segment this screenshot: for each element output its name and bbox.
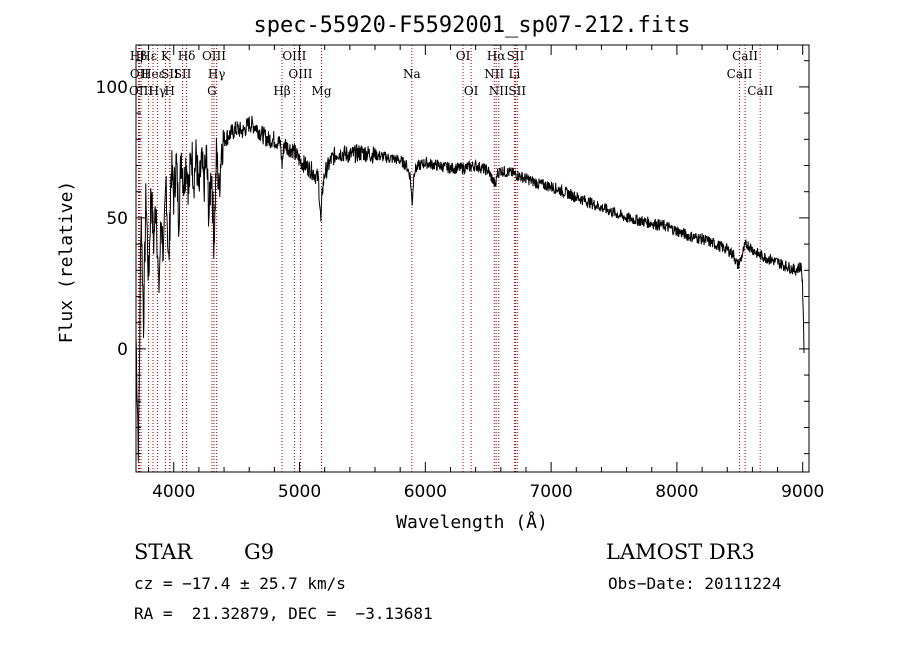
x-tick-label: 9000: [781, 482, 824, 502]
line-label: OIII: [282, 49, 306, 63]
object-class: STAR: [134, 540, 193, 564]
spectrum-line: [135, 115, 805, 462]
x-tick-label: 6000: [404, 482, 447, 502]
line-label: Hδ: [178, 49, 196, 63]
observation-date: Obs−Date: 20111224: [608, 574, 782, 593]
y-tick-label: 50: [106, 209, 128, 229]
line-label: Hγ: [208, 67, 226, 81]
chart-title: spec-55920-F5592001_sp07-212.fits: [253, 13, 690, 38]
line-label: Hα: [487, 49, 506, 63]
emission-line-labels: HβOIIOIIIHεHeεHγKSIIHHδSIIOIIIHγGOIIIOII…: [129, 49, 773, 98]
emission-line-markers: [138, 45, 761, 472]
line-label: Hβ: [130, 49, 147, 63]
x-axis-label: Wavelength (Å): [396, 511, 548, 533]
y-axis-label: Flux (relative): [56, 181, 77, 344]
y-tick-label: 0: [117, 340, 128, 360]
line-label: Hβ: [273, 84, 290, 98]
line-label: SII: [508, 84, 526, 98]
line-label: OIII: [288, 67, 312, 81]
line-label: SII: [507, 49, 525, 63]
coordinates: RA = 21.32879, DEC = −3.13681: [134, 604, 433, 623]
line-label: Heε: [141, 67, 165, 81]
line-label: CaII: [747, 84, 773, 98]
redshift-velocity: cz = −17.4 ± 25.7 km/s: [134, 574, 346, 593]
line-label: Na: [403, 67, 421, 81]
line-label: NII: [484, 67, 504, 81]
line-label: OI: [456, 49, 471, 63]
axis-ticks: 4000 5000 6000 7000 8000 9000 0 50 100: [96, 45, 824, 502]
line-label: Li: [508, 67, 520, 81]
plot-frame: [135, 44, 810, 473]
spectrum-chart: spec-55920-F5592001_sp07-212.fits Hβ OII O…: [56, 13, 824, 533]
x-tick-label: 8000: [655, 482, 698, 502]
x-tick-label: 5000: [278, 482, 321, 502]
line-label: NII: [489, 84, 509, 98]
x-tick-label: 7000: [529, 482, 572, 502]
line-label: Hε: [140, 49, 157, 63]
line-label: Hγ: [149, 84, 167, 98]
line-label: Mg: [312, 84, 332, 98]
line-label: OIII: [202, 49, 226, 63]
line-label: CaII: [727, 67, 753, 81]
y-tick-label: 100: [96, 78, 128, 98]
line-label: OII: [130, 67, 150, 81]
x-tick-label: 4000: [152, 482, 195, 502]
line-label: K: [161, 49, 171, 63]
line-label: H: [164, 84, 174, 98]
line-label: OI: [464, 84, 479, 98]
line-label: SII: [161, 67, 179, 81]
line-label: SII: [174, 67, 192, 81]
line-label: CaII: [732, 49, 758, 63]
line-label: G: [207, 84, 217, 98]
line-label: OIII: [129, 84, 153, 98]
survey-name: LAMOST DR3: [606, 540, 755, 564]
object-subclass: G9: [244, 540, 275, 564]
